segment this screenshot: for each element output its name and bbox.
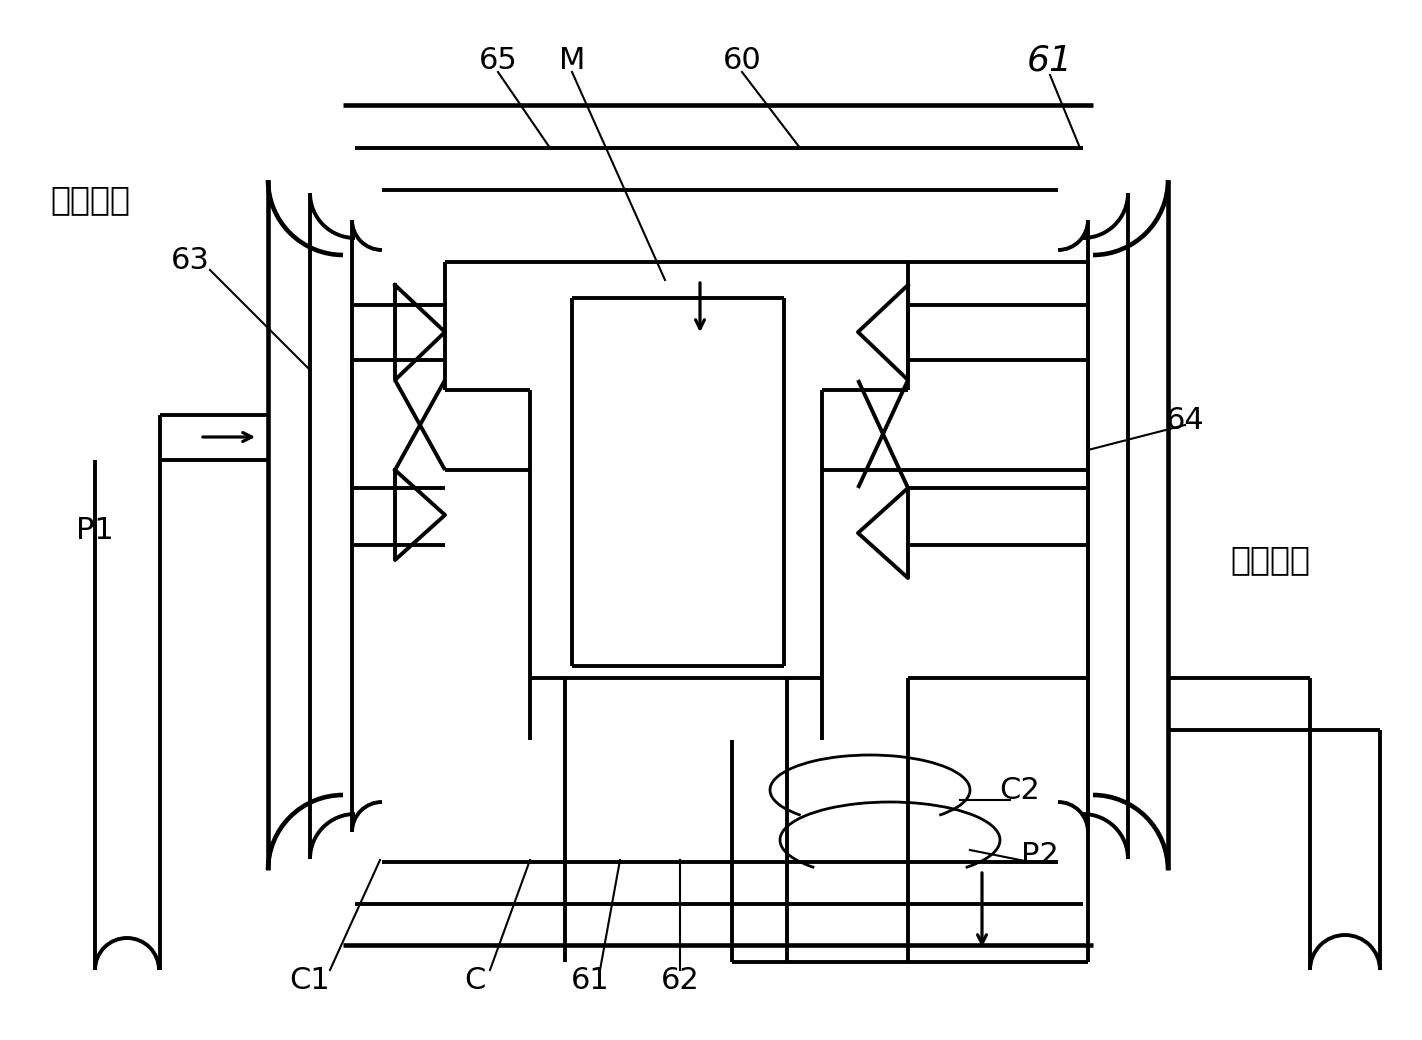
Text: 64: 64 (1166, 406, 1204, 435)
Text: 65: 65 (479, 46, 518, 75)
Text: 蜀发器侧: 蜀发器侧 (50, 183, 129, 216)
Text: M: M (559, 46, 586, 75)
Text: P2: P2 (1021, 840, 1059, 869)
Text: 63: 63 (171, 245, 209, 275)
Text: 61: 61 (570, 965, 610, 994)
Text: 冷凝器侧: 冷凝器侧 (1230, 544, 1310, 576)
Text: 61: 61 (1027, 43, 1074, 77)
Text: C: C (465, 965, 486, 994)
Text: C1: C1 (290, 965, 330, 994)
Text: P1: P1 (77, 516, 114, 545)
Text: 60: 60 (722, 46, 761, 75)
Text: 62: 62 (661, 965, 700, 994)
Text: C2: C2 (1000, 776, 1041, 805)
